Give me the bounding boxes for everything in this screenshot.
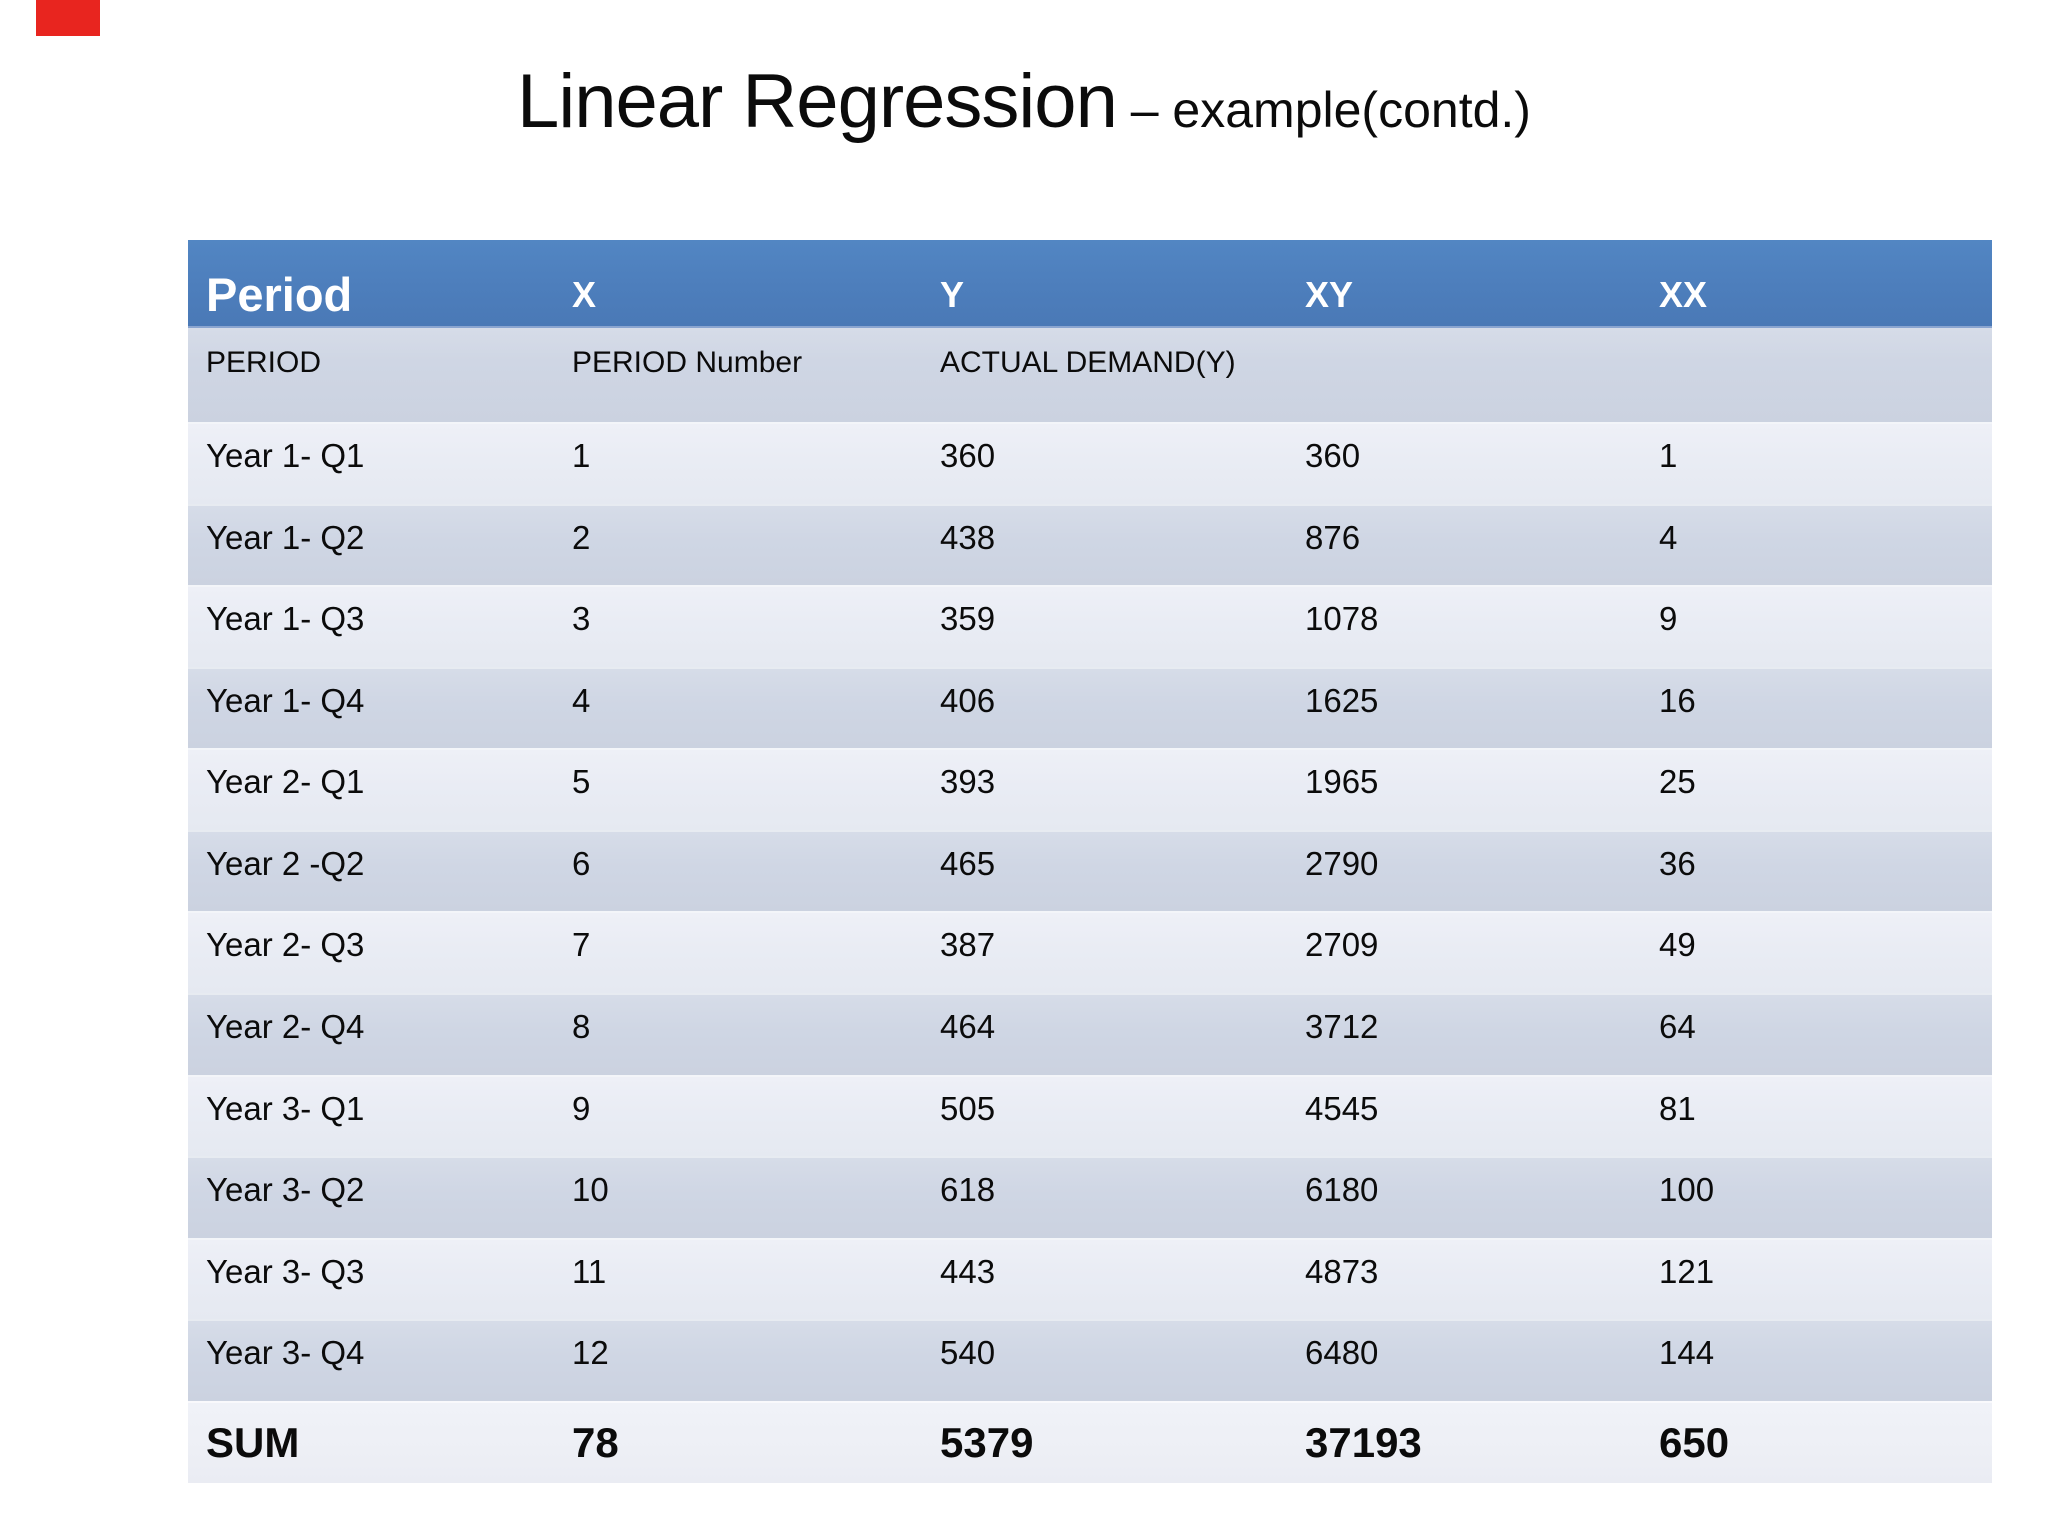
cell-xx: 144 [1659,1334,1715,1372]
cell-xx: 1 [1659,437,1678,474]
cell-y: 406 [940,681,996,719]
cell-period: Year 3- Q2 [206,1171,365,1209]
column-header-xx: XX [1659,274,1708,315]
table-row: Year 2- Q4 8 464 3712 64 [188,993,1992,1075]
subheader-period: PERIOD [206,346,322,379]
cell-period: Year 3- Q1 [206,1089,365,1127]
cell-y: 393 [940,763,996,801]
cell-period: Year 1- Q3 [206,600,365,638]
cell-xx: 16 [1659,681,1696,719]
table-row: Year 3- Q4 12 540 6480 144 [188,1319,1992,1401]
cell-xx: 4 [1659,518,1678,556]
cell-xy: 876 [1305,518,1361,556]
cell-x: 2 [572,518,591,556]
cell-period: Year 3- Q4 [206,1334,365,1372]
cell-y: 443 [940,1252,996,1290]
subheader-actual-demand: ACTUAL DEMAND(Y) [940,346,1236,379]
cell-period: Year 2 -Q2 [206,844,365,882]
cell-x: 3 [572,600,591,638]
column-header-xy: XY [1305,274,1354,315]
table-row: Year 3- Q2 10 618 6180 100 [188,1156,1992,1238]
cell-xy: 6180 [1305,1171,1379,1209]
table-header-row: Period X Y XY XX [188,240,1992,328]
cell-xy: 1625 [1305,681,1379,719]
table-row: Year 2 -Q2 6 465 2790 36 [188,829,1992,912]
cell-y: 360 [940,437,996,474]
cell-x: 5 [572,763,591,801]
cell-x: 1 [572,437,591,474]
column-header-y: Y [940,274,965,315]
cell-xy: 2790 [1305,844,1379,882]
cell-period: Year 2- Q3 [206,926,365,964]
cell-xy: 360 [1305,437,1361,474]
column-header-period: Period [206,268,353,321]
cell-period: Year 1- Q1 [206,437,365,474]
regression-table: Period X Y XY XX PERIOD PERIOD Number AC… [188,240,1992,1483]
column-header-x: X [572,274,597,315]
slide-title-main: Linear Regression [517,59,1118,144]
sum-value-xy: 37193 [1305,1419,1422,1466]
table-row: Year 1- Q3 3 359 1078 9 [188,585,1992,667]
cell-xy: 6480 [1305,1334,1379,1372]
sum-row: SUM 78 5379 37193 650 [188,1401,1992,1483]
cell-y: 505 [940,1089,996,1127]
table-row: Year 3- Q1 9 505 4545 81 [188,1074,1992,1157]
cell-xx: 9 [1659,600,1678,638]
slide-title-suffix: – example(contd.) [1116,82,1531,138]
cell-period: Year 1- Q4 [206,681,365,719]
cell-y: 438 [940,518,996,556]
cell-x: 11 [572,1252,607,1290]
cell-y: 540 [940,1334,996,1372]
cell-x: 9 [572,1089,591,1127]
cell-xx: 36 [1659,844,1696,882]
table-row: Year 2- Q3 7 387 2709 49 [188,911,1992,994]
red-corner-marker [36,0,100,36]
cell-y: 464 [940,1008,996,1046]
sum-value-xx: 650 [1659,1419,1730,1466]
table-row: Year 3- Q3 11 443 4873 121 [188,1237,1992,1320]
cell-y: 359 [940,600,996,638]
subheader-period-number: PERIOD Number [572,346,803,379]
cell-xx: 100 [1659,1171,1715,1209]
cell-xx: 121 [1659,1252,1715,1290]
cell-x: 7 [572,926,591,964]
cell-x: 6 [572,844,591,882]
cell-x: 12 [572,1334,609,1372]
cell-xx: 81 [1659,1089,1696,1127]
sum-value-x: 78 [572,1419,619,1466]
cell-period: Year 2- Q1 [206,763,365,801]
cell-y: 618 [940,1171,996,1209]
cell-x: 4 [572,681,591,719]
cell-y: 387 [940,926,996,964]
table-row: Year 1- Q2 2 438 876 4 [188,503,1992,586]
cell-x: 8 [572,1008,591,1046]
cell-period: Year 3- Q3 [206,1252,365,1290]
table-body: Year 1- Q1 1 360 360 1 Year 1- Q2 2 438 … [188,422,1992,1401]
cell-x: 10 [572,1171,609,1209]
cell-xy: 1078 [1305,600,1379,638]
table-subheader-row: PERIOD PERIOD Number ACTUAL DEMAND(Y) [188,328,1992,422]
cell-xx: 49 [1659,926,1696,964]
subheader-empty-xx [1645,328,1992,422]
cell-xx: 25 [1659,763,1696,801]
cell-y: 465 [940,844,996,882]
table-row: Year 2- Q1 5 393 1965 25 [188,748,1992,830]
cell-xy: 4873 [1305,1252,1379,1290]
slide-title: Linear Regression – example(contd.) [0,58,2048,145]
cell-period: Year 1- Q2 [206,518,365,556]
cell-xx: 64 [1659,1008,1696,1046]
cell-xy: 4545 [1305,1089,1379,1127]
sum-label: SUM [206,1419,300,1466]
cell-xy: 1965 [1305,763,1379,801]
table-row: Year 1- Q1 1 360 360 1 [188,422,1992,504]
cell-xy: 3712 [1305,1008,1379,1046]
table-row: Year 1- Q4 4 406 1625 16 [188,666,1992,749]
cell-xy: 2709 [1305,926,1379,964]
subheader-empty-xy [1295,328,1645,422]
sum-value-y: 5379 [940,1419,1034,1466]
cell-period: Year 2- Q4 [206,1008,365,1046]
